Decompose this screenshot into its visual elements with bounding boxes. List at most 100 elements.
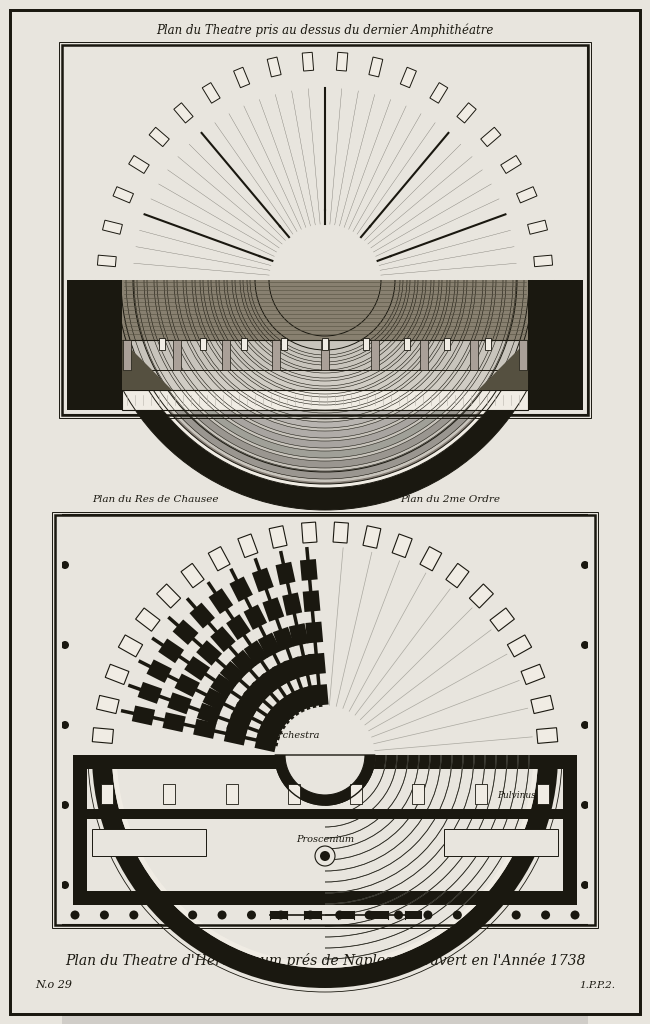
Polygon shape bbox=[118, 635, 142, 657]
Bar bbox=[337, 911, 354, 919]
Polygon shape bbox=[226, 714, 251, 735]
Polygon shape bbox=[311, 684, 329, 706]
Bar bbox=[159, 338, 165, 350]
Bar bbox=[73, 755, 577, 769]
Polygon shape bbox=[167, 692, 192, 715]
Bar bbox=[485, 338, 491, 350]
Circle shape bbox=[394, 910, 403, 920]
Polygon shape bbox=[296, 653, 315, 677]
Wedge shape bbox=[157, 280, 493, 449]
Circle shape bbox=[159, 910, 168, 920]
Bar bbox=[92, 829, 206, 856]
Circle shape bbox=[61, 641, 69, 649]
Wedge shape bbox=[200, 280, 450, 406]
Bar bbox=[444, 338, 450, 350]
Bar bbox=[588, 0, 650, 1024]
Text: 1.P.P.2.: 1.P.P.2. bbox=[579, 981, 615, 989]
Polygon shape bbox=[259, 716, 284, 739]
Wedge shape bbox=[117, 755, 325, 963]
Bar bbox=[321, 340, 329, 370]
Polygon shape bbox=[203, 688, 228, 712]
Circle shape bbox=[482, 910, 491, 920]
Bar bbox=[240, 338, 246, 350]
Bar bbox=[122, 340, 528, 390]
Polygon shape bbox=[208, 547, 230, 570]
Polygon shape bbox=[528, 220, 547, 234]
Polygon shape bbox=[258, 633, 281, 658]
Wedge shape bbox=[219, 280, 431, 386]
Polygon shape bbox=[267, 702, 292, 728]
Wedge shape bbox=[325, 755, 533, 963]
Circle shape bbox=[61, 561, 69, 569]
Polygon shape bbox=[238, 534, 258, 558]
Polygon shape bbox=[129, 156, 150, 173]
Polygon shape bbox=[256, 724, 281, 745]
Bar bbox=[563, 755, 577, 905]
Bar bbox=[122, 370, 528, 390]
Polygon shape bbox=[158, 639, 184, 664]
Polygon shape bbox=[220, 660, 246, 686]
Polygon shape bbox=[457, 102, 476, 123]
Polygon shape bbox=[286, 688, 309, 714]
Bar bbox=[304, 911, 320, 919]
Polygon shape bbox=[202, 83, 220, 103]
Wedge shape bbox=[123, 280, 527, 482]
Circle shape bbox=[61, 721, 69, 729]
Wedge shape bbox=[134, 280, 516, 471]
Bar bbox=[363, 338, 369, 350]
Bar bbox=[62, 45, 588, 415]
Polygon shape bbox=[267, 57, 281, 77]
Polygon shape bbox=[98, 255, 116, 266]
Bar bbox=[444, 829, 558, 856]
Bar bbox=[62, 0, 588, 45]
Bar bbox=[404, 338, 410, 350]
Wedge shape bbox=[183, 280, 467, 422]
Wedge shape bbox=[174, 280, 476, 431]
Polygon shape bbox=[149, 127, 169, 146]
Polygon shape bbox=[534, 255, 552, 266]
Polygon shape bbox=[420, 547, 442, 570]
Wedge shape bbox=[186, 280, 464, 419]
Polygon shape bbox=[481, 127, 501, 146]
Polygon shape bbox=[181, 563, 204, 588]
Polygon shape bbox=[231, 650, 257, 676]
Circle shape bbox=[276, 910, 285, 920]
Circle shape bbox=[512, 910, 521, 920]
Polygon shape bbox=[363, 525, 381, 548]
Bar bbox=[528, 280, 583, 410]
Polygon shape bbox=[303, 590, 320, 612]
Polygon shape bbox=[273, 627, 295, 651]
Polygon shape bbox=[263, 597, 284, 622]
Polygon shape bbox=[157, 584, 181, 608]
Bar bbox=[474, 784, 487, 804]
Circle shape bbox=[315, 846, 335, 866]
Polygon shape bbox=[103, 220, 122, 234]
Polygon shape bbox=[430, 83, 448, 103]
Polygon shape bbox=[500, 156, 521, 173]
Polygon shape bbox=[272, 697, 298, 723]
Polygon shape bbox=[276, 562, 296, 585]
Wedge shape bbox=[154, 280, 496, 451]
Bar bbox=[52, 512, 598, 928]
Bar bbox=[272, 340, 280, 370]
Bar bbox=[469, 340, 478, 370]
Circle shape bbox=[581, 881, 589, 889]
Bar bbox=[87, 809, 563, 819]
Polygon shape bbox=[184, 656, 210, 681]
Bar bbox=[420, 340, 428, 370]
Polygon shape bbox=[174, 102, 193, 123]
Circle shape bbox=[581, 641, 589, 649]
Polygon shape bbox=[122, 340, 172, 390]
Bar bbox=[413, 784, 424, 804]
Wedge shape bbox=[216, 280, 434, 389]
Wedge shape bbox=[250, 280, 400, 355]
Polygon shape bbox=[231, 701, 256, 725]
Polygon shape bbox=[279, 692, 304, 718]
Wedge shape bbox=[164, 280, 486, 441]
Wedge shape bbox=[117, 280, 533, 488]
Bar bbox=[101, 784, 113, 804]
Bar bbox=[59, 42, 591, 418]
Polygon shape bbox=[508, 635, 532, 657]
Polygon shape bbox=[174, 674, 200, 697]
Circle shape bbox=[70, 910, 79, 920]
